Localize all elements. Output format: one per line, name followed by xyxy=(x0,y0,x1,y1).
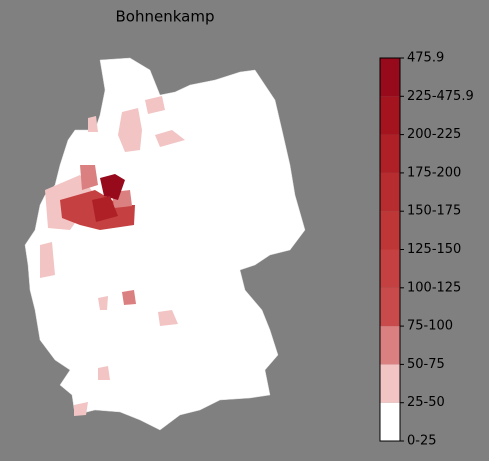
region-light xyxy=(118,108,142,152)
colorbar-label: 150-175 xyxy=(407,204,461,219)
colorbar-segment xyxy=(380,287,400,327)
colorbar: 0-25 25-50 50-75 75-100 100-125 125-150 150-17… xyxy=(379,51,474,449)
colorbar-label: 475.9 xyxy=(407,51,444,66)
colorbar-segment xyxy=(380,326,400,365)
colorbar-label: 225-475.9 xyxy=(407,89,474,104)
colorbar-label: 175-200 xyxy=(407,165,461,180)
region-light xyxy=(98,296,108,310)
colorbar-segment xyxy=(380,211,400,250)
region-medium xyxy=(122,290,136,305)
colorbar-segment xyxy=(380,402,400,441)
colorbar-label: 75-100 xyxy=(407,319,453,334)
colorbar-segment xyxy=(380,96,400,135)
region-light xyxy=(145,96,165,114)
region-light xyxy=(88,116,98,132)
region-light xyxy=(74,402,88,416)
colorbar-label: 50-75 xyxy=(407,357,445,372)
map-title: Bohnenkamp xyxy=(116,8,215,26)
region-light xyxy=(98,366,110,380)
region-light xyxy=(40,242,55,278)
region-light xyxy=(155,130,185,147)
colorbar-label: 25-50 xyxy=(407,395,445,410)
colorbar-label: 200-225 xyxy=(407,127,461,142)
colorbar-segment xyxy=(380,134,400,173)
country-outline xyxy=(24,57,306,431)
germany-map xyxy=(24,57,306,431)
colorbar-label: 100-125 xyxy=(407,280,461,295)
colorbar-label: 0-25 xyxy=(407,434,437,449)
colorbar-label: 125-150 xyxy=(407,242,461,257)
region-darkest xyxy=(100,174,125,200)
colorbar-segment xyxy=(380,249,400,288)
colorbar-segment xyxy=(380,364,400,403)
colorbar-segment xyxy=(380,172,400,212)
colorbar-segment xyxy=(380,58,400,97)
region-medium xyxy=(80,165,98,190)
region-dark xyxy=(92,196,118,222)
region-light xyxy=(158,310,178,326)
